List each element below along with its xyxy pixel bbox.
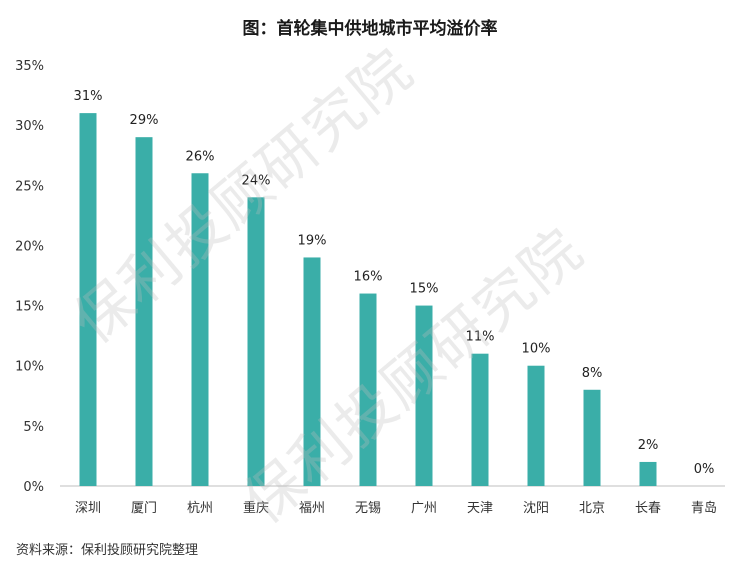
bar [583,389,601,486]
x-tick-label: 重庆 [243,500,269,516]
data-label: 29% [130,113,159,128]
y-tick-label: 10% [15,360,44,375]
data-label: 8% [582,366,603,381]
x-tick-label: 无锡 [355,501,381,516]
bar [527,365,545,486]
bar [359,293,377,486]
x-axis: 深圳 厦门 杭州 重庆 福州 无锡 广州 天津 沈阳 北京 长春 青岛 [75,500,717,516]
x-tick-label: 杭州 [187,501,213,516]
y-tick-label: 15% [15,300,44,315]
y-tick-label: 35% [15,59,44,74]
y-tick-label: 20% [15,239,44,254]
x-tick-label: 沈阳 [523,501,549,516]
data-label: 24% [242,173,271,188]
bar [247,197,265,487]
y-tick-label: 5% [23,420,44,435]
x-tick-label: 青岛 [691,500,717,516]
data-label: 11% [466,330,495,345]
x-tick-label: 长春 [635,501,661,516]
x-tick-label: 深圳 [75,501,101,516]
data-label: 16% [354,270,383,285]
bars [79,113,657,487]
y-tick-label: 30% [15,119,44,134]
data-label: 26% [186,149,215,164]
bar [191,173,209,486]
data-label: 0% [694,462,715,477]
data-label: 2% [638,438,659,453]
x-tick-label: 广州 [411,501,437,516]
y-axis: 0% 5% 10% 15% 20% 25% 30% 35% [15,59,44,495]
x-tick-label: 厦门 [131,501,157,516]
bar [135,137,153,486]
data-label: 31% [74,89,103,104]
data-label: 19% [298,233,327,248]
bar [639,461,657,486]
x-tick-label: 天津 [467,501,493,516]
chart-title: 图：首轮集中供地城市平均溢价率 [242,19,498,39]
bar [79,113,97,486]
y-tick-label: 25% [15,179,44,194]
bar [415,305,433,486]
x-tick-label: 福州 [299,501,325,516]
data-label: 15% [410,282,439,297]
source-note: 资料来源：保利投顾研究院整理 [16,543,199,558]
data-label: 10% [522,342,551,357]
bar [471,353,489,486]
x-tick-label: 北京 [579,501,605,516]
value-labels: 31% 29% 26% 24% 19% 16% 15% 11% 10% 8% 2% 0% [74,89,715,477]
bar [303,257,321,486]
y-tick-label: 0% [23,480,44,495]
